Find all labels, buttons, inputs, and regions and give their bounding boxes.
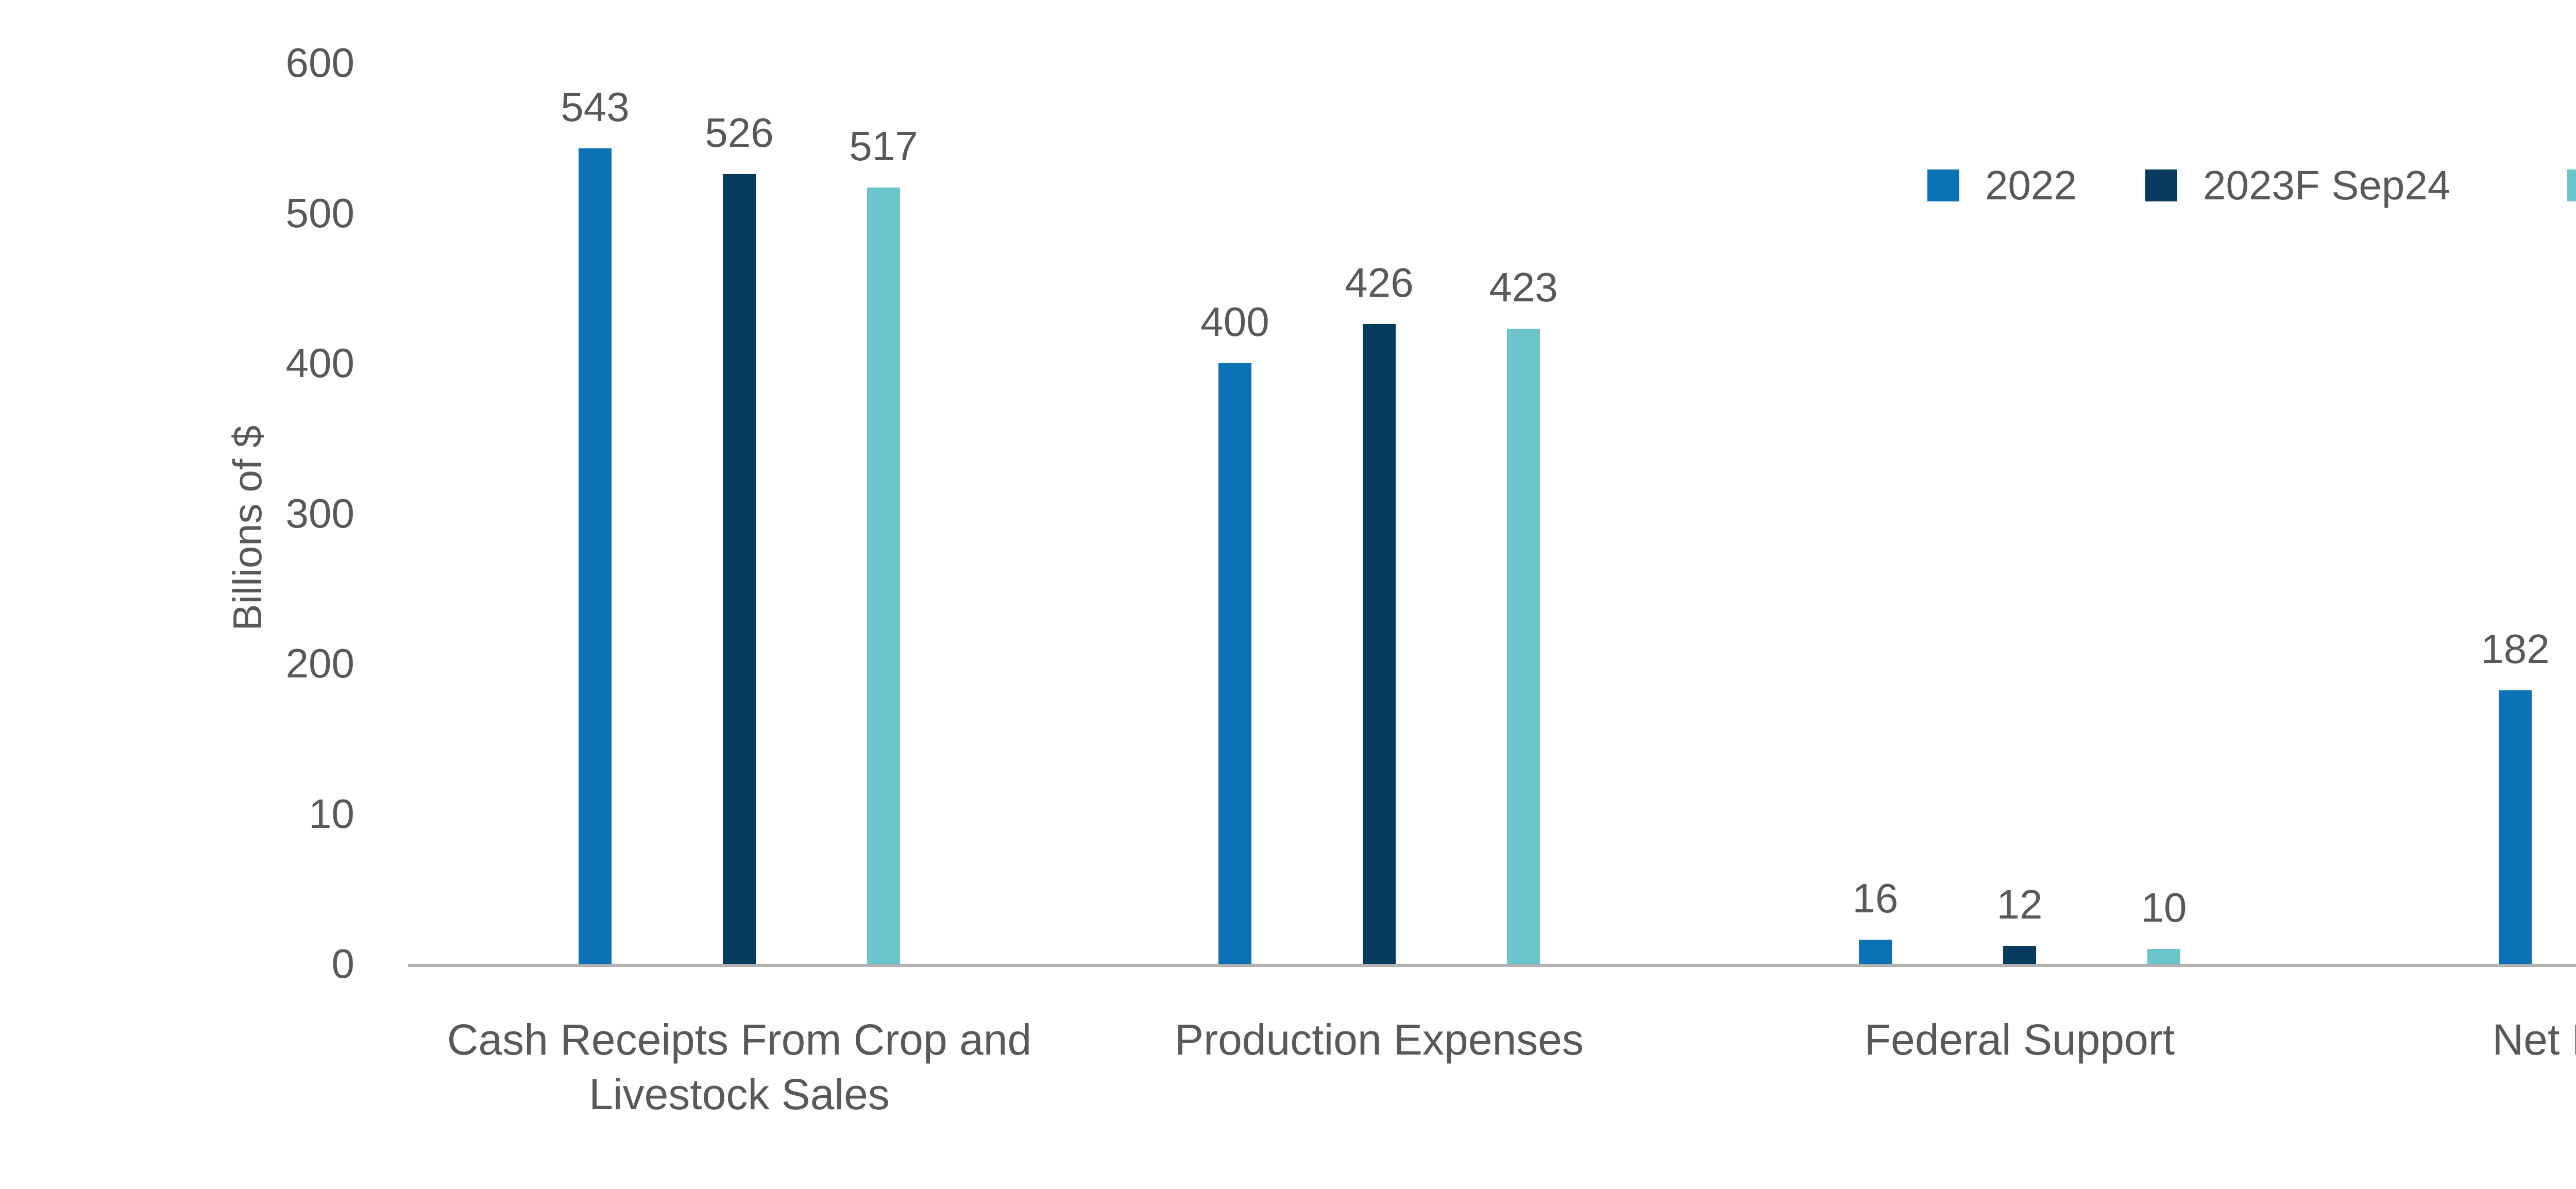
bar-2024f-sep24-1 — [1507, 328, 1540, 964]
category-label: Federal Support — [1864, 1015, 2175, 1064]
bar-2024f-sep24-0 — [867, 187, 900, 964]
bar-2022-0 — [579, 148, 612, 964]
y-tick-label: 200 — [285, 640, 354, 686]
y-tick-label: 300 — [285, 490, 354, 536]
category-label: Cash Receipts From Crop and Livestock Sa… — [447, 1015, 1032, 1118]
bar-value-label: 423 — [1489, 264, 1558, 310]
bar-2024f-sep24-2 — [2147, 948, 2180, 964]
bar-value-label: 426 — [1345, 260, 1414, 306]
legend-entry-2022: 2022 — [1927, 162, 2077, 208]
bar-value-label: 182 — [2481, 626, 2550, 672]
bar-value-label: 543 — [561, 84, 630, 130]
bar-2022-2 — [1859, 940, 1892, 964]
bar-value-label: 10 — [2141, 884, 2187, 930]
category-label: Production Expenses — [1175, 1015, 1584, 1064]
y-tick-label: 600 — [285, 40, 354, 86]
x-axis-line — [408, 964, 2576, 967]
legend-entry-2024f-sep24: 2024F Sep24 — [2567, 165, 2576, 206]
bar-2023f-sep24-0 — [723, 174, 756, 964]
legend-label: 2022 — [1985, 162, 2077, 208]
bar-value-label: 526 — [705, 109, 774, 156]
y-tick-label: 400 — [285, 340, 354, 386]
y-tick-label: 500 — [285, 190, 354, 236]
y-tick-label: 10 — [309, 790, 354, 837]
bar-2023f-sep24-1 — [1363, 324, 1396, 964]
legend-swatch-icon — [1927, 169, 1959, 201]
legend-swatch-icon — [2567, 169, 2576, 201]
bar-value-label: 12 — [1996, 881, 2043, 928]
bar-2022-1 — [1218, 363, 1251, 964]
bar-value-label: 517 — [849, 123, 918, 169]
bar-2023f-sep24-2 — [2003, 946, 2036, 964]
bar-value-label: 16 — [1852, 875, 1899, 922]
legend-swatch-icon — [2145, 169, 2177, 201]
bar-value-label: 400 — [1200, 299, 1269, 345]
legend-entry-2023f-sep24: 2023F Sep24 — [2145, 162, 2451, 208]
category-label: Net Farm Income — [2492, 1015, 2576, 1064]
legend-label: 2023F Sep24 — [2203, 162, 2451, 208]
bar-2022-3 — [2499, 690, 2532, 964]
y-tick-label: 0 — [331, 941, 355, 987]
